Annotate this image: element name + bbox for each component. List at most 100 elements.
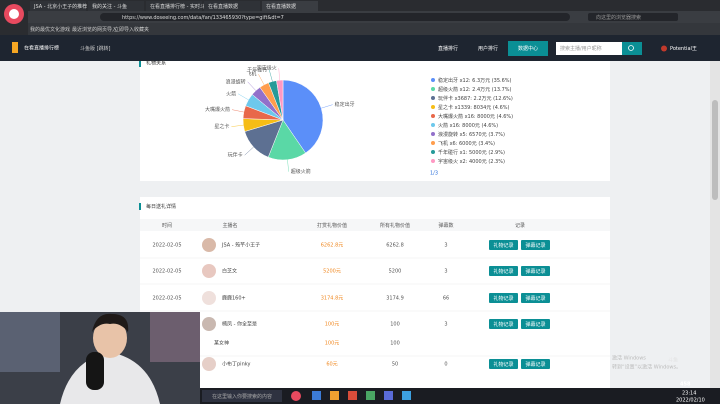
action-button[interactable] [521,319,550,329]
taskbar-app[interactable] [348,391,357,400]
nav-item[interactable]: 直播排行 [438,45,458,52]
anchor-avatar[interactable] [202,357,216,371]
cell-date: 2022-02-05 [152,243,181,249]
cell-gift: 5200元 [323,269,341,275]
legend-label[interactable]: 飞机 x6: 6000元 (3.4%) [438,140,495,147]
legend-label[interactable]: 大嘴爆火箭 x16: 8000元 (4.6%) [438,113,513,120]
action-label[interactable]: 弹幕记录 [525,268,545,275]
action-label[interactable]: 弹幕记录 [525,242,545,249]
user-name[interactable]: Potential王 [670,46,697,52]
bookmark[interactable]: 立即导入收藏夹 [114,26,149,33]
action-button[interactable] [521,266,550,276]
taskbar-search[interactable] [202,390,282,402]
legend-label[interactable]: 星之卡 x1339: 8034元 (4.6%) [438,104,510,111]
gift-card [140,61,610,181]
tab-title: 在看直播数据 [208,3,238,10]
site-logo[interactable]: 在看直播排行榜 [24,45,59,52]
bookmark[interactable]: 最近浏览的网页导入 [72,26,117,33]
action-button[interactable] [489,319,518,329]
nav-item[interactable]: 用户排行 [478,45,498,52]
section-marker [139,61,141,67]
legend-label[interactable]: 玩伴卡 x3687: 2.2万元 (12.6%) [438,95,513,102]
legend-dot [431,105,435,109]
action-button[interactable] [521,240,550,250]
leader-line [287,159,289,172]
action-button[interactable] [489,240,518,250]
scrollbar-thumb[interactable] [712,100,718,200]
tab-title: 在看直播数据 [266,3,296,10]
slice-label: 超级火箭 [291,168,311,175]
legend-label[interactable]: 超级火箭 x12: 2.4万元 (13.7%) [438,86,512,93]
legend-label[interactable]: 火箭 x16: 8000元 (4.6%) [438,122,498,129]
cell-gift: 3174.8元 [321,296,344,302]
action-button[interactable] [489,359,518,369]
legend-label[interactable]: 千年碰行 x1: 5000元 (2.9%) [438,149,505,156]
search-button[interactable] [622,42,642,55]
cell-anchor[interactable]: JSA - 筠芊小王子 [221,242,260,249]
tab-bar [0,0,720,11]
person-body [60,352,160,404]
webcam [0,312,200,404]
action-label[interactable]: 礼物记录 [493,242,513,249]
tab[interactable] [204,1,260,11]
cell-anchor[interactable]: 某女神 [214,340,229,347]
slice-label: 宇宙级火 [257,65,277,72]
taskbar-app[interactable] [384,391,393,400]
action-button[interactable] [521,359,550,369]
taskbar-app[interactable] [330,391,339,400]
tab-title: 我的关注 - 斗鱼 [92,3,127,10]
cell-anchor[interactable]: 小布丁pinky [222,361,250,368]
anchor-avatar[interactable] [202,264,216,278]
tab[interactable] [146,1,202,11]
legend-dot [431,132,435,136]
legend-dot [431,114,435,118]
tab[interactable] [88,1,144,11]
side-search[interactable] [588,13,678,21]
action-button[interactable] [521,293,550,303]
cell-anchor[interactable]: 楠凤 - 你全至是 [222,321,257,328]
douyu-watermark: 斗鱼 [668,357,678,364]
search-box[interactable] [556,42,622,55]
platform[interactable]: 斗鱼版 [跳转] [80,45,111,52]
taskbar-app[interactable] [366,391,375,400]
browser-logo-center [9,9,19,19]
bookmark[interactable]: 我的最优文化游戏 [30,26,70,33]
action-label[interactable]: 礼物记录 [493,268,513,275]
tab[interactable] [262,1,318,11]
table: 时间 主播名 打赏礼物价值 所有礼物价值 弹幕数 记录 2022-02-05 JSA - 筠芊… [140,222,610,371]
pie-legend: 稳定出牙 x12: 6.3万元 (35.6%) 超级火箭 x12: 2.4万元 (… [431,77,513,165]
url-field[interactable] [100,13,570,21]
side-search-text: 向这里的浏览器搜索 [596,14,641,21]
cell-all: 3174.9 [386,296,404,302]
action-label[interactable]: 弹幕记录 [525,295,545,302]
legend-label[interactable]: 宇宙级火 x2: 4000元 (2.3%) [438,158,505,165]
nav-active [508,41,548,56]
anchor-avatar[interactable] [202,317,216,331]
legend-label[interactable]: 浪漫旋转 x5: 6570元 (3.7%) [438,131,505,138]
leader-line [247,81,256,91]
action-label[interactable]: 弹幕记录 [525,321,545,328]
legend-label[interactable]: 稳定出牙 x12: 6.3万元 (35.6%) [438,77,512,84]
tab[interactable] [30,1,86,11]
anchor-avatar[interactable] [202,291,216,305]
user-avatar[interactable] [661,45,667,52]
taskbar-app[interactable] [402,391,411,400]
leader-line [244,146,254,156]
legend-dot [431,141,435,145]
leader-line [321,104,333,109]
legend-pager[interactable]: 1/3 [430,171,438,177]
cell-anchor[interactable]: 鹿鹿160+ [222,295,246,302]
action-button[interactable] [489,266,518,276]
nav-item[interactable]: 数据中心 [518,45,538,52]
action-button[interactable] [489,293,518,303]
action-label[interactable]: 礼物记录 [493,361,513,368]
cell-all: 5200 [389,269,402,275]
taskbar-app[interactable] [312,391,321,400]
taskbar-app[interactable] [291,391,301,401]
anchor-avatar[interactable] [202,238,216,252]
action-label[interactable]: 弹幕记录 [525,361,545,368]
cell-anchor[interactable]: 白芝文 [222,268,237,275]
action-label[interactable]: 礼物记录 [493,295,513,302]
action-label[interactable]: 礼物记录 [493,321,513,328]
